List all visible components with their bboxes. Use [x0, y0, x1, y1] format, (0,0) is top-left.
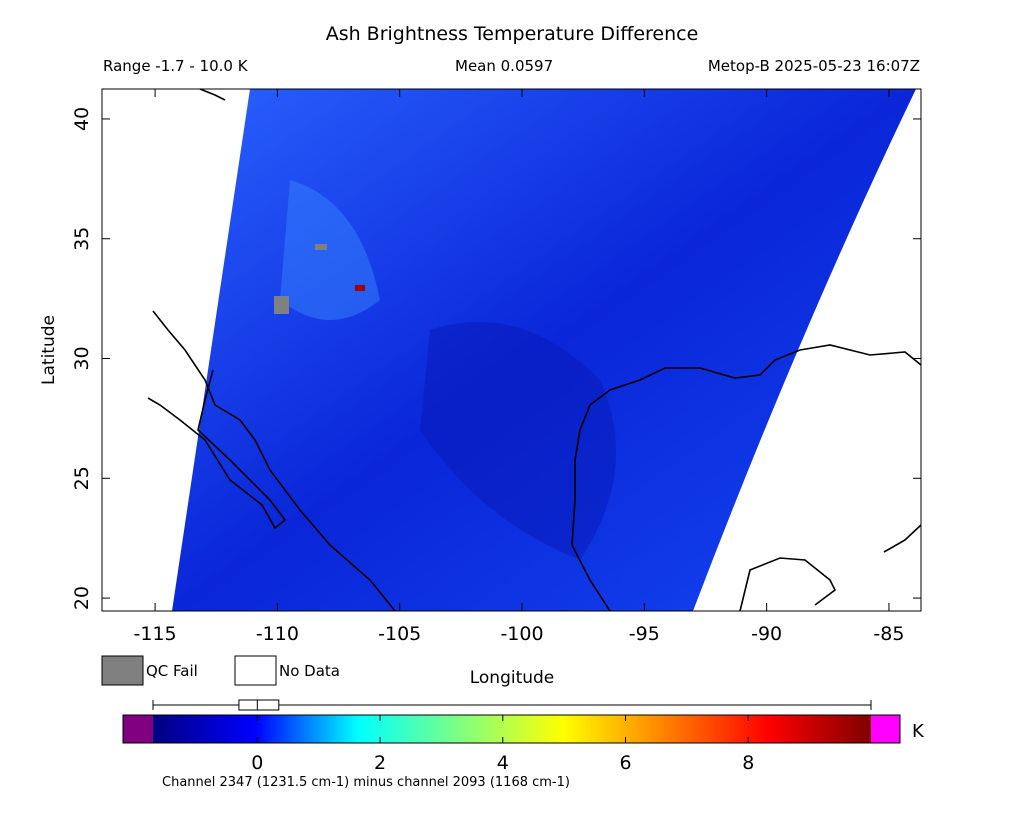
- y-tick-label: 40: [71, 107, 93, 131]
- mean-label: Mean 0.0597: [455, 57, 553, 75]
- colorbar-over: [871, 715, 900, 743]
- coastline: [199, 88, 226, 101]
- coastline: [571, 344, 922, 612]
- y-tick-label: 25: [71, 466, 93, 490]
- title: Ash Brightness Temperature Difference: [326, 23, 699, 45]
- colorbar-tick-label: 2: [374, 752, 386, 774]
- legend-swatch: [101, 655, 144, 686]
- coastlines: [147, 88, 922, 612]
- x-tick-label: -105: [378, 623, 421, 645]
- coastline: [739, 557, 837, 612]
- coastline: [883, 524, 922, 553]
- colorbar: K 0 2 4 6 8: [122, 699, 925, 774]
- axis-ticks: -115 -110 -105 -100 -95 -90 -85 20 25 30 35 40: [71, 89, 921, 645]
- y-tick-label: 35: [71, 227, 93, 251]
- colorbar-under: [123, 715, 153, 743]
- source-label: Metop-B 2025-05-23 16:07Z: [708, 57, 920, 75]
- box: [238, 699, 280, 711]
- colorbar-scale: [153, 715, 871, 743]
- x-tick-label: -95: [629, 623, 660, 645]
- legend-label: No Data: [279, 662, 340, 680]
- legend-label: QC Fail: [146, 662, 198, 680]
- y-tick-label: 30: [71, 346, 93, 370]
- map-area: [101, 88, 922, 612]
- colorbar-tick-label: 8: [742, 752, 754, 774]
- y-axis-label: Latitude: [39, 315, 59, 385]
- legend: QC Fail No Data: [101, 655, 340, 686]
- x-tick-label: -100: [500, 623, 543, 645]
- colorbar-tick-label: 0: [251, 752, 263, 774]
- x-tick-label: -110: [256, 623, 299, 645]
- colorbar-footnote: Channel 2347 (1231.5 cm-1) minus channel…: [162, 775, 570, 790]
- x-axis-label: Longitude: [470, 668, 555, 688]
- x-tick-label: -115: [134, 623, 177, 645]
- coastline: [147, 369, 287, 530]
- coastline: [152, 310, 396, 612]
- plot-frame: [101, 88, 922, 612]
- qc-fail-pixel: [274, 296, 289, 314]
- y-tick-label: 20: [71, 586, 93, 610]
- range-label: Range -1.7 - 10.0 K: [103, 57, 249, 75]
- colorbar-unit: K: [912, 721, 925, 742]
- hot-pixel: [355, 285, 365, 291]
- qc-fail-pixel: [315, 244, 327, 250]
- colorbar-tick-label: 6: [619, 752, 631, 774]
- legend-swatch: [234, 655, 277, 686]
- x-tick-label: -90: [751, 623, 782, 645]
- swath-dark-area: [420, 321, 616, 560]
- colorbar-tick-label: 4: [497, 752, 509, 774]
- x-tick-label: -85: [873, 623, 904, 645]
- colorbar-frame: [122, 714, 901, 744]
